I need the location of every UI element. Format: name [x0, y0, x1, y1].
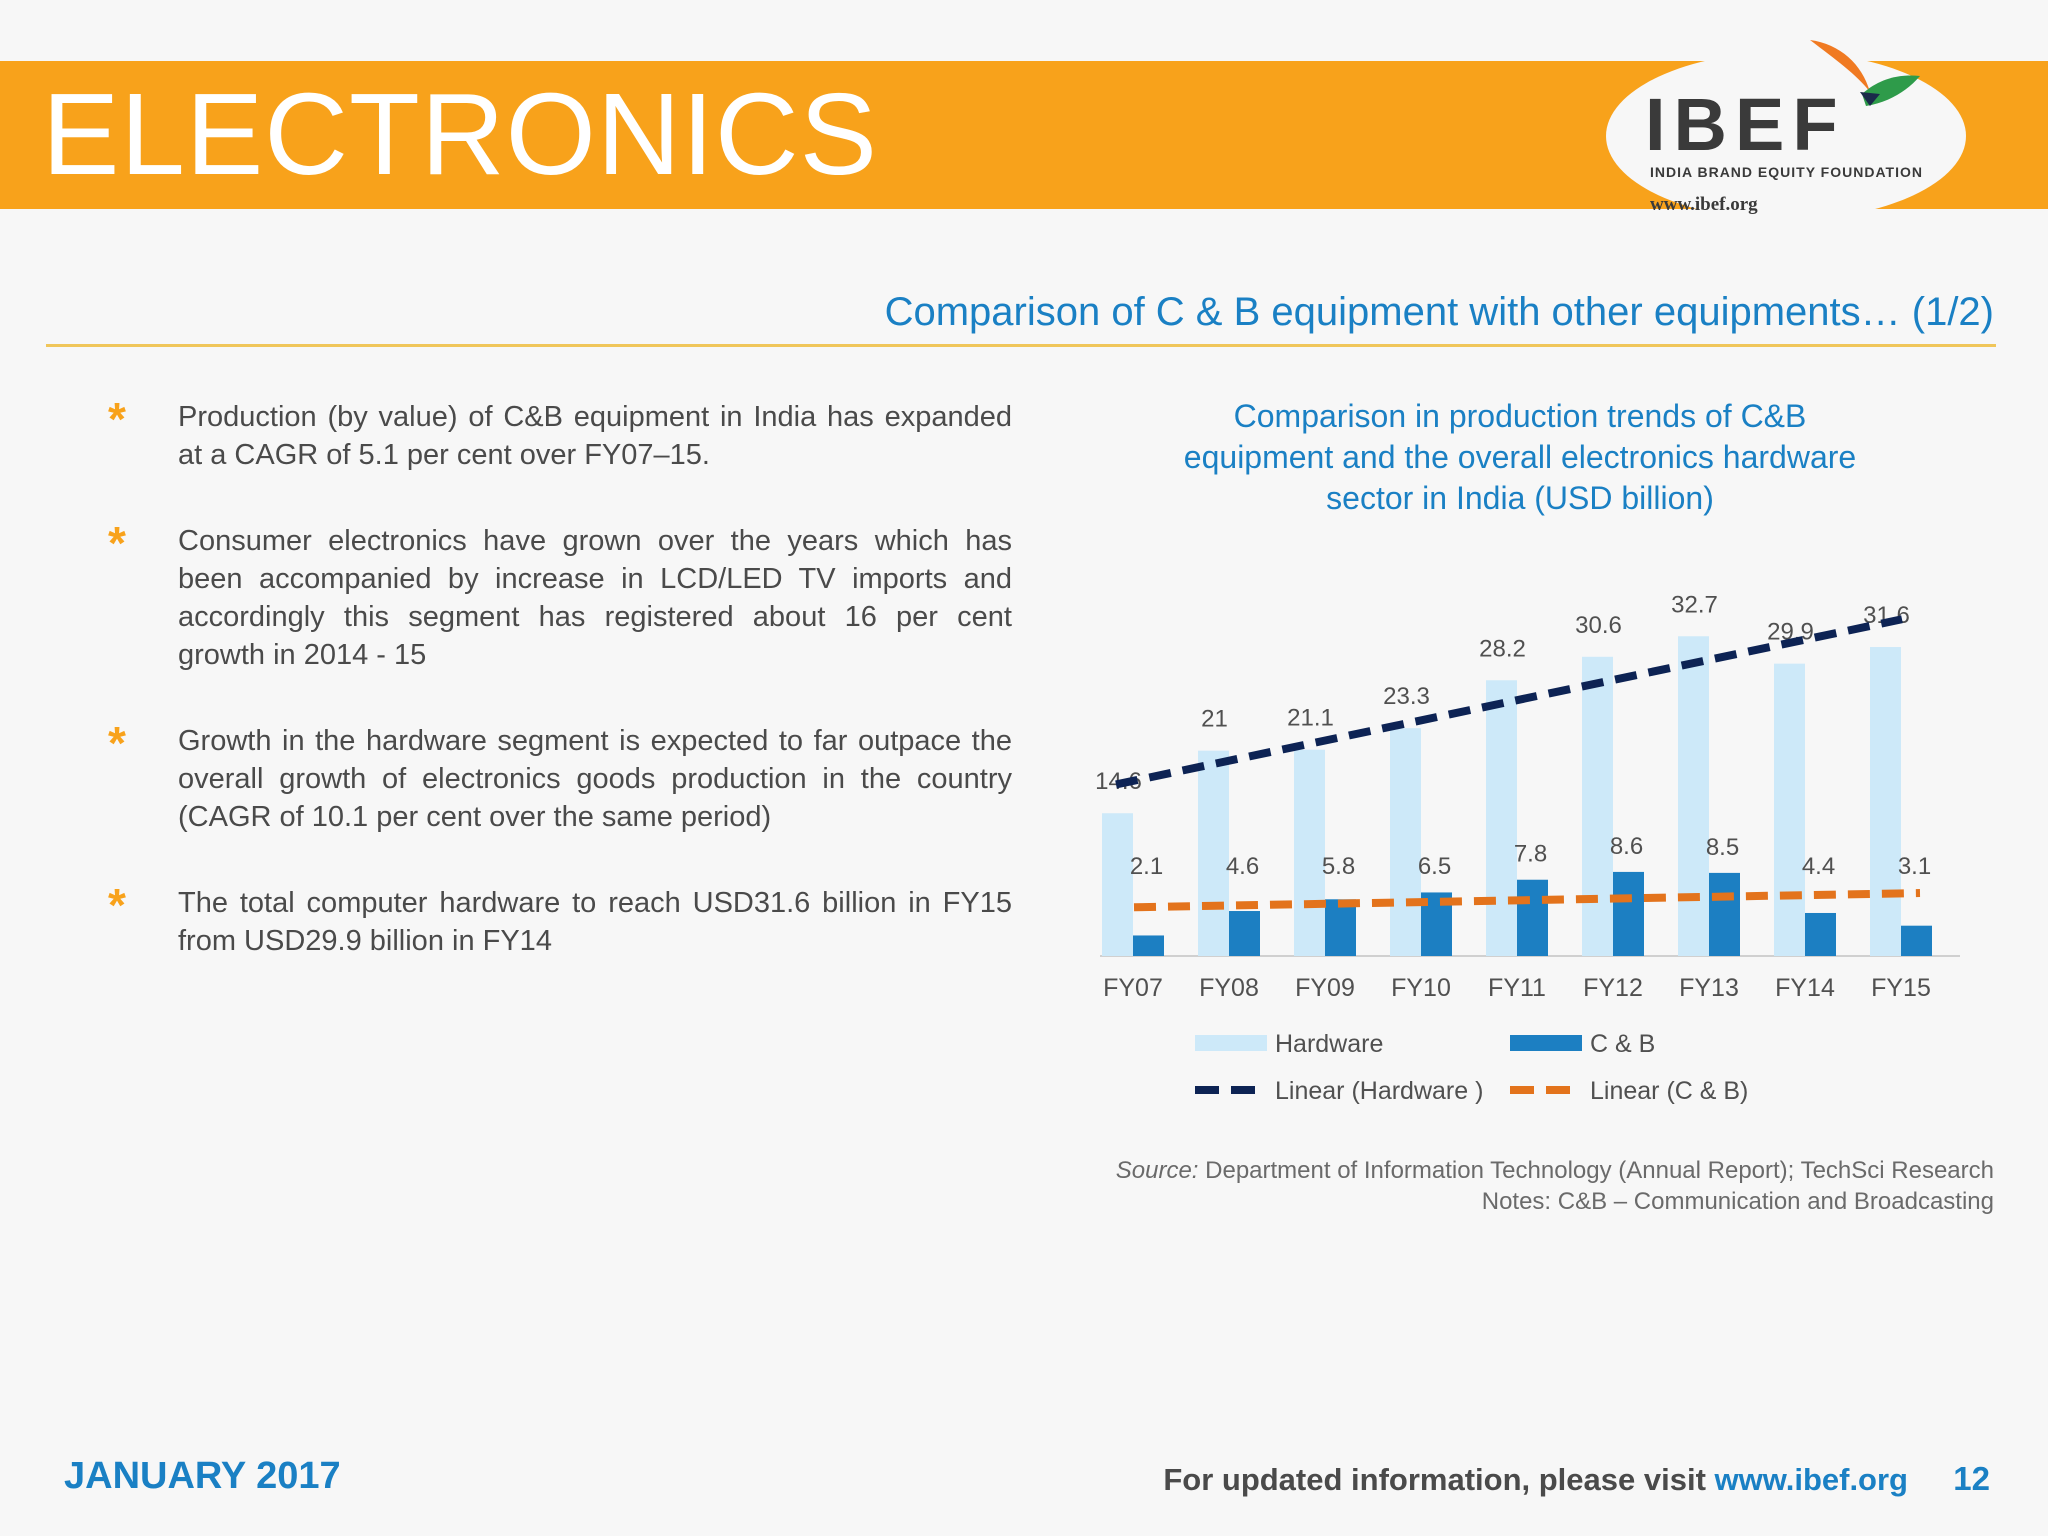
bullet-item: * Growth in the hardware segment is expe…	[108, 717, 1012, 836]
asterisk-icon: *	[108, 717, 126, 769]
data-label-cb: 8.6	[1610, 833, 1643, 860]
x-tick-label: FY14	[1775, 974, 1835, 1002]
asterisk-icon: *	[108, 517, 126, 569]
bar-cb	[1805, 912, 1836, 956]
bullet-text: Growth in the hardware segment is expect…	[178, 725, 1012, 833]
x-tick-label: FY15	[1871, 974, 1931, 1002]
data-label-hardware: 32.7	[1671, 591, 1718, 618]
data-label-cb: 4.4	[1802, 853, 1835, 880]
legend-cb-label: C & B	[1590, 1030, 1655, 1058]
bullet-item: * Consumer electronics have grown over t…	[108, 517, 1012, 674]
data-label-cb: 3.1	[1898, 853, 1931, 880]
footer-visit: For updated information, please visit ww…	[1163, 1462, 1908, 1498]
bar-cb	[1133, 935, 1164, 956]
page-title: ELECTRONICS	[42, 69, 879, 199]
data-label-hardware: 21.1	[1287, 705, 1334, 732]
trendline-cb	[1133, 889, 1921, 912]
bar-cb	[1517, 879, 1548, 956]
data-label-hardware: 30.6	[1575, 612, 1622, 639]
section-title: Comparison of C & B equipment with other…	[884, 290, 1994, 334]
bar-hardware	[1102, 813, 1133, 956]
chart-title-line: Comparison in production trends of C&B	[1233, 398, 1807, 434]
bar-cb	[1229, 911, 1260, 956]
bar-hardware	[1678, 636, 1709, 956]
legend-linear-cb-label: Linear (C & B)	[1590, 1077, 1748, 1105]
bar-hardware	[1774, 663, 1805, 956]
bar-hardware	[1582, 656, 1613, 956]
legend-hardware-swatch	[1195, 1035, 1267, 1051]
logo-tagline: INDIA BRAND EQUITY FOUNDATION	[1650, 164, 1923, 180]
legend-hardware-label: Hardware	[1275, 1030, 1383, 1058]
bullet-text: Consumer electronics have grown over the…	[178, 525, 1012, 671]
bar-hardware	[1870, 647, 1901, 956]
source-label: Source:	[1115, 1157, 1199, 1184]
chart-title-line: equipment and the overall electronics ha…	[1183, 439, 1857, 475]
legend-cb-swatch	[1510, 1035, 1582, 1051]
x-tick-label: FY11	[1488, 974, 1546, 1002]
chart-title-line: sector in India (USD billion)	[1326, 480, 1714, 516]
legend-linear-hardware-label: Linear (Hardware )	[1275, 1077, 1483, 1105]
bar-cb	[1325, 899, 1356, 956]
asterisk-icon: *	[108, 879, 126, 931]
bar-hardware	[1294, 749, 1325, 956]
bar-hardware	[1198, 750, 1229, 956]
bullet-text: Production (by value) of C&B equipment i…	[178, 401, 1012, 471]
asterisk-icon: *	[108, 393, 126, 445]
data-label-hardware: 28.2	[1479, 635, 1526, 662]
footer-date: JANUARY 2017	[64, 1455, 341, 1497]
production-chart: FY0714.62.1FY08214.6FY0921.15.8FY1023.36…	[1095, 591, 1960, 1105]
page-number: 12	[1953, 1460, 1990, 1497]
bar-hardware	[1390, 728, 1421, 956]
notes-text: Notes: C&B – Communication and Broadcast…	[1481, 1188, 1994, 1215]
data-label-cb: 8.5	[1706, 834, 1739, 861]
logo-bird-icon	[1810, 40, 1920, 106]
source-text: Department of Information Technology (An…	[1198, 1157, 1994, 1184]
bar-hardware	[1486, 680, 1517, 956]
data-label-cb: 4.6	[1226, 853, 1259, 880]
data-label-cb: 7.8	[1514, 841, 1547, 868]
data-label-cb: 2.1	[1130, 853, 1163, 880]
x-tick-label: FY07	[1103, 974, 1163, 1002]
data-label-cb: 6.5	[1418, 853, 1451, 880]
logo-wordmark: IBEF	[1645, 83, 1846, 166]
source-note: Source: Department of Information Techno…	[1116, 1155, 1994, 1217]
title-divider	[46, 344, 1996, 347]
bar-cb	[1613, 871, 1644, 956]
footer-visit-text: For updated information, please visit	[1163, 1462, 1715, 1497]
data-label-cb: 5.8	[1322, 853, 1355, 880]
x-tick-label: FY10	[1391, 974, 1451, 1002]
data-label-hardware: 21	[1201, 706, 1228, 733]
x-tick-label: FY08	[1199, 974, 1259, 1002]
bullet-item: * Production (by value) of C&B equipment…	[108, 393, 1012, 474]
data-label-hardware: 23.3	[1383, 683, 1430, 710]
bullet-text: The total computer hardware to reach USD…	[178, 887, 1012, 957]
bar-cb	[1709, 872, 1740, 956]
footer-link[interactable]: www.ibef.org	[1714, 1462, 1908, 1497]
x-tick-label: FY13	[1679, 974, 1739, 1002]
bullet-item: * The total computer hardware to reach U…	[108, 879, 1012, 960]
x-tick-label: FY09	[1295, 974, 1355, 1002]
bar-cb	[1901, 925, 1932, 956]
logo-url: www.ibef.org	[1650, 194, 1758, 215]
x-tick-label: FY12	[1583, 974, 1643, 1002]
bullet-list: * Production (by value) of C&B equipment…	[108, 393, 1012, 1008]
chart-title: Comparison in production trends of C&B e…	[1110, 396, 1930, 519]
